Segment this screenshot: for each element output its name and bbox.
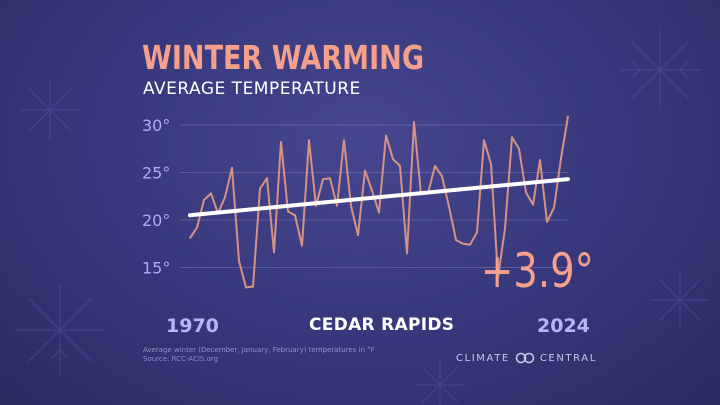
y-tick-label-30: 30°: [142, 116, 170, 135]
data-point-1997: [378, 211, 380, 214]
data-point-1987: [308, 139, 310, 142]
data-point-2015: [504, 227, 506, 230]
data-point-2018: [525, 191, 527, 194]
y-tick-label-20: 20°: [142, 211, 170, 230]
data-point-2013: [490, 163, 492, 165]
data-point-1991: [336, 204, 338, 207]
data-point-2020: [539, 159, 541, 162]
y-axis-ticks: 15° 20° 25° 30°: [142, 116, 170, 278]
data-point-1975: [224, 196, 226, 199]
data-point-2005: [434, 164, 436, 167]
data-point-2007: [448, 205, 450, 208]
temperature-change-label: +3.9°: [481, 244, 594, 299]
data-point-1980: [259, 187, 261, 190]
data-point-2008: [455, 239, 457, 241]
data-point-1973: [210, 192, 212, 195]
data-point-1971: [196, 226, 198, 229]
end-year-label: 2024: [537, 315, 590, 337]
data-point-1984: [287, 210, 289, 213]
data-point-1992: [343, 139, 345, 142]
data-point-2009: [462, 242, 464, 245]
data-point-2023: [560, 157, 562, 160]
data-point-1978: [245, 286, 247, 289]
city-label: CEDAR RAPIDS: [309, 315, 455, 335]
data-point-2017: [518, 147, 520, 150]
footnote-source: Source: RCC-ACIS.org: [143, 355, 219, 363]
data-point-2000: [399, 164, 401, 167]
data-point-1982: [273, 251, 275, 254]
series-layer: [189, 115, 569, 289]
y-tick-label-25: 25°: [142, 164, 170, 183]
data-point-2012: [483, 139, 485, 142]
chart-subtitle: AVERAGE TEMPERATURE: [143, 79, 361, 99]
data-point-1996: [371, 189, 373, 192]
data-point-2002: [413, 121, 415, 124]
logo-text-right: CENTRAL: [539, 352, 597, 364]
data-point-1981: [266, 177, 268, 180]
trend-line: [188, 177, 570, 218]
data-point-1977: [238, 259, 240, 262]
data-point-2014: [497, 276, 499, 278]
data-point-1986: [301, 244, 303, 247]
start-year-label: 1970: [166, 315, 219, 337]
data-point-2006: [441, 175, 443, 178]
data-point-2019: [532, 203, 534, 206]
trend-layer: [188, 177, 570, 218]
data-point-1990: [329, 177, 331, 180]
chart-title: WINTER WARMING: [142, 38, 425, 77]
data-point-1989: [322, 178, 324, 181]
logo-text-left: CLIMATE: [456, 352, 510, 364]
grid-lines: [180, 124, 568, 268]
data-point-1998: [385, 134, 387, 137]
data-point-1979: [252, 285, 254, 288]
data-point-1999: [392, 158, 394, 161]
y-tick-label-15: 15°: [142, 259, 170, 278]
data-point-2024: [567, 115, 569, 118]
data-point-2001: [406, 252, 408, 255]
data-point-1983: [280, 141, 282, 144]
data-point-2010: [469, 243, 471, 246]
data-point-2022: [553, 206, 555, 209]
data-point-2021: [546, 221, 548, 223]
footnote-description: Average winter (December, January, Febru…: [143, 346, 375, 354]
data-point-1972: [203, 199, 205, 201]
data-point-1994: [357, 234, 359, 237]
data-point-2011: [476, 231, 478, 234]
data-point-1970: [189, 237, 191, 239]
data-point-1985: [294, 214, 296, 217]
data-point-1976: [231, 166, 233, 169]
data-point-1993: [350, 204, 352, 207]
data-point-2016: [511, 136, 513, 139]
climate-central-logo: CLIMATE CENTRAL: [456, 352, 597, 364]
data-point-1995: [364, 169, 366, 172]
logo-rings-icon: [515, 352, 535, 364]
data-point-1988: [315, 204, 317, 207]
